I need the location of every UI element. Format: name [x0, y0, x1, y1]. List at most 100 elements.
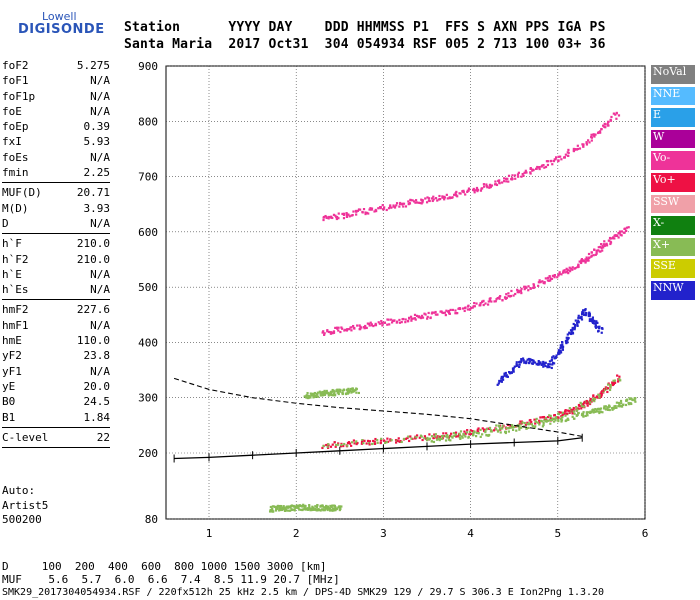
echo-point	[412, 317, 415, 320]
echo-point	[594, 396, 597, 400]
echo-point	[455, 190, 458, 194]
echo-point	[351, 213, 354, 217]
echo-point	[332, 392, 336, 395]
echo-point	[308, 395, 311, 398]
echo-point	[624, 229, 628, 232]
echo-point	[582, 260, 586, 263]
param-row: foF1 N/A	[2, 73, 110, 88]
param-row: hmF2 227.6	[2, 302, 110, 317]
param-value: 5.93	[83, 135, 111, 149]
param-value: 1.84	[83, 410, 111, 424]
echo-point	[454, 192, 457, 195]
echo-point	[372, 324, 375, 328]
param-value: 24.5	[83, 395, 111, 409]
echo-point	[430, 197, 434, 200]
echo-point	[580, 258, 584, 261]
echo-point	[342, 217, 346, 220]
echo-point	[513, 365, 516, 368]
echo-point	[598, 394, 601, 397]
echo-point	[505, 374, 508, 377]
param-separator	[2, 233, 110, 235]
echo-point	[414, 437, 417, 440]
echo-point	[501, 299, 504, 302]
echo-point	[561, 343, 564, 347]
echo-point	[447, 435, 450, 438]
echo-point	[465, 431, 469, 434]
echo-point	[600, 394, 603, 397]
echo-point	[470, 432, 473, 436]
echo-point	[561, 414, 564, 417]
echo-point	[304, 504, 307, 508]
echo-point	[305, 396, 308, 399]
echo-point	[339, 330, 342, 334]
echo-point	[612, 112, 615, 115]
echo-point	[566, 333, 569, 336]
echo-point	[372, 439, 375, 443]
echo-point	[585, 143, 589, 146]
echo-point	[611, 407, 614, 410]
echo-point	[530, 362, 534, 365]
echo-point	[300, 505, 304, 508]
echo-point	[368, 208, 371, 211]
echo-point	[325, 507, 328, 510]
echo-point	[561, 411, 565, 414]
param-value: 20.0	[83, 379, 111, 393]
echo-point	[380, 437, 383, 440]
echo-point	[373, 442, 377, 445]
echo-point	[275, 507, 279, 510]
echo-point	[595, 408, 598, 411]
echo-point	[457, 435, 460, 438]
echo-point	[607, 120, 610, 123]
echo-point	[561, 415, 564, 419]
echo-point	[614, 404, 617, 408]
echo-point	[568, 411, 571, 414]
echo-point	[290, 508, 293, 511]
echo-point	[537, 166, 541, 169]
echo-point	[472, 187, 475, 191]
echo-point	[504, 177, 508, 180]
echo-point	[316, 504, 319, 507]
echo-point	[381, 324, 384, 327]
muf-curve	[173, 377, 583, 437]
echo-point	[447, 309, 451, 313]
echo-point	[613, 406, 617, 409]
echo-point	[322, 330, 325, 333]
echo-point	[340, 443, 343, 447]
echo-point	[557, 412, 560, 415]
echo-point	[623, 227, 627, 230]
legend-item: SSE	[651, 259, 695, 278]
echo-point	[548, 365, 551, 369]
echo-point	[470, 306, 473, 309]
legend-item: X+	[651, 237, 695, 257]
echo-point	[483, 428, 486, 431]
echo-point	[514, 292, 517, 296]
echo-point	[466, 305, 470, 308]
echo-point	[329, 331, 332, 334]
echo-point	[511, 367, 515, 370]
echo-point	[289, 509, 292, 512]
param-row: yF2 23.8	[2, 348, 110, 363]
echo-point	[482, 299, 485, 303]
echo-point	[593, 319, 596, 323]
echo-point	[511, 428, 515, 431]
echo-point	[582, 309, 585, 312]
echo-point	[441, 196, 444, 199]
echo-point	[559, 155, 562, 158]
echo-point	[350, 444, 353, 447]
echo-point	[575, 409, 578, 412]
echo-point	[362, 208, 366, 211]
echo-point	[446, 197, 449, 200]
echo-point	[312, 394, 316, 397]
echo-point	[567, 337, 570, 340]
echo-point	[604, 126, 607, 129]
echo-point	[567, 148, 570, 152]
echo-point	[573, 325, 577, 328]
echo-point	[316, 395, 320, 398]
echo-point	[592, 134, 595, 137]
echo-point	[523, 361, 526, 364]
echo-point	[460, 435, 463, 438]
echo-point	[493, 300, 496, 303]
echo-point	[545, 160, 549, 163]
param-name: MUF(D)	[2, 186, 42, 200]
echo-point	[606, 383, 610, 386]
